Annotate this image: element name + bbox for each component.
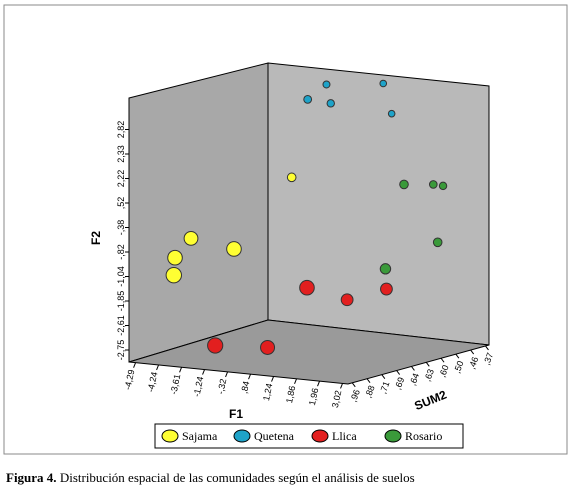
- x-tick-mark: [179, 367, 183, 373]
- x-tick-mark: [271, 376, 275, 382]
- z-tick-label: ,60: [437, 364, 451, 379]
- z-tick-mark: [396, 370, 401, 375]
- y-tick-label: -1,04: [116, 266, 126, 287]
- figure-caption: Figura 4. Distribución espacial de las c…: [6, 470, 415, 486]
- x-tick-mark: [248, 374, 252, 380]
- legend-marker-quetena: [233, 429, 251, 443]
- data-point-rosario: [432, 237, 443, 248]
- y-tick-label: -2,75: [116, 340, 126, 361]
- x-tick-mark: [133, 362, 137, 368]
- y-axis-label: F2: [89, 231, 103, 245]
- y-tick-label: -2,61: [116, 315, 126, 336]
- data-point-sajama: [167, 249, 183, 266]
- z-tick-label: ,96: [348, 388, 362, 403]
- z-tick-label: ,63: [422, 368, 436, 383]
- x-tick-label: 1,96: [307, 387, 320, 406]
- legend-marker-llica: [311, 429, 329, 443]
- z-tick-mark: [425, 362, 430, 367]
- x-tick-mark: [225, 371, 229, 378]
- back-wall: [267, 62, 490, 346]
- legend-marker-sajama: [161, 429, 179, 443]
- z-tick-label: ,64: [407, 372, 421, 387]
- points-layer: [165, 79, 448, 355]
- legend-label-sajama: Sajama: [182, 429, 218, 443]
- y-tick-label: -,38: [116, 220, 126, 236]
- data-point-rosario: [379, 263, 392, 275]
- z-tick-label: ,50: [452, 359, 466, 374]
- data-point-sajama: [226, 241, 242, 257]
- x-tick-label: -4,24: [145, 371, 159, 393]
- x-tick-mark: [294, 378, 297, 385]
- x-tick-label: -1,24: [191, 376, 205, 398]
- z-tick-mark: [381, 374, 386, 379]
- data-point-sajama: [183, 230, 199, 246]
- data-point-rosario: [438, 181, 448, 191]
- caption-label: Figura 4.: [6, 470, 57, 485]
- data-point-quetena: [387, 109, 396, 118]
- legend-box: [154, 423, 464, 449]
- z-tick-mark: [411, 366, 415, 371]
- data-point-sajama: [286, 172, 297, 183]
- x-tick-label: 1,24: [261, 382, 274, 401]
- z-tick-label: ,71: [378, 380, 392, 395]
- z-tick-mark: [351, 382, 356, 388]
- legend: Sajama Quetena Llica Rosario: [154, 423, 464, 449]
- x-tick-mark: [202, 369, 206, 375]
- left-wall: [128, 62, 269, 363]
- x-tick-label: -3,61: [168, 373, 182, 395]
- legend-label-llica: Llica: [332, 429, 357, 443]
- data-point-quetena: [326, 99, 335, 108]
- x-tick-label: ,84: [239, 380, 251, 394]
- z-tick-mark: [485, 345, 489, 351]
- z-tick-label: ,37: [481, 351, 495, 366]
- x-tick-label: 3,02: [330, 389, 343, 408]
- x-tick-mark: [317, 380, 320, 387]
- data-point-sajama: [165, 266, 182, 284]
- z-tick-label: ,46: [467, 355, 481, 370]
- z-tick-mark: [440, 357, 445, 363]
- data-point-quetena: [322, 80, 331, 89]
- y-tick-label: -1,85: [116, 291, 126, 312]
- data-point-rosario: [428, 180, 438, 189]
- z-tick-mark: [455, 353, 460, 359]
- data-point-quetena: [303, 94, 313, 104]
- y-tick-label: 2,33: [116, 145, 126, 163]
- data-point-llica: [299, 279, 315, 296]
- data-point-llica: [207, 337, 224, 354]
- data-point-llica: [380, 282, 393, 296]
- data-point-quetena: [379, 79, 388, 88]
- floor: [128, 319, 490, 385]
- z-tick-label: ,69: [393, 376, 407, 391]
- z-tick-label: ,88: [363, 384, 377, 399]
- data-point-llica: [340, 293, 354, 307]
- legend-marker-rosario: [384, 429, 402, 443]
- legend-label-quetena: Quetena: [254, 429, 295, 443]
- data-point-rosario: [399, 179, 409, 190]
- caption-text: Distribución espacial de las comunidades…: [56, 470, 415, 485]
- y-tick-label: ,52: [116, 197, 126, 210]
- tick-layer: -2,75 -2,61 -1,85 -1,04 -,82 -,38 ,52 2,22 2,33 2…: [116, 121, 495, 409]
- y-tick-label: -,82: [116, 244, 126, 260]
- x-axis-label: F1: [229, 407, 243, 421]
- z-tick-mark: [470, 349, 475, 355]
- legend-label-rosario: Rosario: [405, 429, 442, 443]
- x-tick-mark: [340, 383, 343, 389]
- x-tick-label: -4,29: [122, 369, 136, 391]
- x-tick-mark: [156, 364, 160, 371]
- x-tick-label: 1,86: [284, 385, 297, 404]
- z-tick-mark: [366, 378, 371, 384]
- y-tick-label: 2,22: [116, 170, 126, 188]
- y-tick-label: 2,82: [116, 121, 126, 139]
- x-tick-label: -,32: [215, 378, 228, 395]
- data-point-llica: [260, 339, 276, 355]
